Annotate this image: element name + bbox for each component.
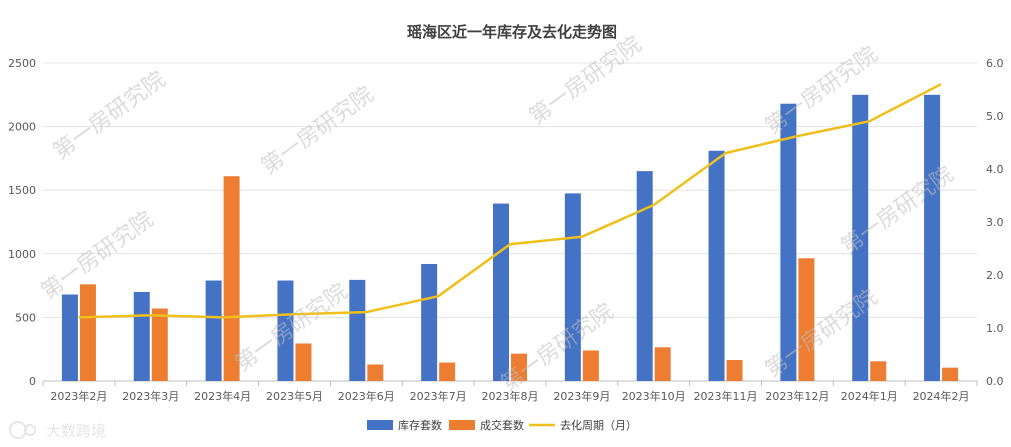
- bar-sales: [439, 362, 456, 381]
- bar-inventory: [277, 280, 294, 381]
- y-left-tick-label: 500: [15, 311, 36, 324]
- y-right-tick-label: 1.0: [986, 322, 1004, 335]
- x-tick-label: 2024年1月: [841, 389, 898, 403]
- x-tick-label: 2023年9月: [553, 389, 610, 403]
- bar-sales: [726, 360, 743, 381]
- x-tick-label: 2023年4月: [194, 389, 251, 403]
- x-axis: 2023年2月 2023年3月 2023年4月 2023年5月 2023年6月 2023年…: [42, 381, 978, 403]
- bar-sales: [367, 364, 384, 381]
- legend-label: 成交套数: [480, 418, 524, 432]
- brand-icon-small: [24, 424, 36, 436]
- bar-inventory: [924, 94, 941, 382]
- x-tick-label: 2023年8月: [482, 389, 539, 403]
- bar-inventory: [780, 103, 797, 381]
- bar-sales: [511, 353, 527, 381]
- bar-inventory: [349, 279, 366, 381]
- watermark-text: 第一房研究院: [37, 207, 158, 305]
- x-tick-label: 2024年2月: [913, 389, 970, 403]
- bar-sales: [223, 176, 240, 381]
- bar-sales: [582, 350, 599, 381]
- x-tick-label: 2023年10月: [622, 389, 686, 403]
- legend-label: 库存套数: [398, 418, 442, 432]
- y-right-tick-label: 6.0: [986, 57, 1004, 70]
- x-tick-label: 2023年5月: [266, 389, 323, 403]
- brand-text: 大数跨境: [46, 422, 106, 440]
- bar-inventory: [205, 280, 222, 381]
- y-axis-right: 0.0 1.0 2.0 3.0 4.0 5.0 6.0: [986, 57, 1004, 388]
- y-left-tick-label: 1500: [8, 184, 36, 197]
- x-tick-label: 2023年2月: [50, 389, 107, 403]
- chart-title: 瑶海区近一年库存及去化走势图: [407, 23, 617, 41]
- bar-sales: [870, 361, 887, 381]
- y-left-tick-label: 1000: [8, 248, 36, 261]
- legend: 库存套数 成交套数 去化周期（月）: [367, 418, 637, 432]
- y-axis-left: 0 500 1000 1500 2000 2500: [8, 57, 36, 388]
- watermark-text: 第一房研究院: [497, 299, 618, 397]
- bar-sales: [654, 347, 671, 381]
- legend-swatch-bar: [367, 420, 393, 430]
- bar-sales: [79, 284, 96, 381]
- watermark-text: 第一房研究院: [525, 32, 646, 130]
- bar-inventory: [133, 291, 150, 381]
- x-tick-label: 2023年3月: [122, 389, 179, 403]
- brand-icon: [9, 421, 27, 439]
- bar-inventory: [493, 203, 509, 381]
- bar-inventory: [564, 193, 581, 381]
- bar-sales: [942, 367, 959, 381]
- bar-inventory: [421, 263, 438, 381]
- x-tick-label: 2023年6月: [338, 389, 395, 403]
- y-left-tick-label: 2500: [8, 57, 36, 70]
- bar-sales: [151, 308, 168, 381]
- bar-inventory: [61, 294, 78, 381]
- bars: [61, 94, 959, 382]
- x-tick-label: 2023年11月: [694, 389, 758, 403]
- bar-inventory: [636, 171, 653, 381]
- watermark-text: 第一房研究院: [257, 82, 378, 180]
- y-right-tick-label: 4.0: [986, 163, 1004, 176]
- watermark-text: 第一房研究院: [49, 67, 170, 165]
- bar-inventory: [708, 150, 725, 381]
- y-left-tick-label: 0: [29, 375, 36, 388]
- line-series: [78, 83, 942, 319]
- x-tick-label: 2023年7月: [410, 389, 467, 403]
- bar-inventory: [852, 94, 869, 382]
- legend-label: 去化周期（月）: [560, 418, 637, 432]
- y-right-tick-label: 2.0: [986, 269, 1004, 282]
- y-right-tick-label: 5.0: [986, 110, 1004, 123]
- bar-sales: [798, 258, 815, 381]
- brand-logo: 大数跨境: [9, 421, 106, 440]
- bar-sales: [295, 343, 312, 381]
- x-tick-label: 2023年12月: [765, 389, 829, 403]
- y-right-tick-label: 0.0: [986, 375, 1004, 388]
- y-left-tick-label: 2000: [8, 121, 36, 134]
- legend-swatch-bar: [449, 420, 475, 430]
- y-right-tick-label: 3.0: [986, 216, 1004, 229]
